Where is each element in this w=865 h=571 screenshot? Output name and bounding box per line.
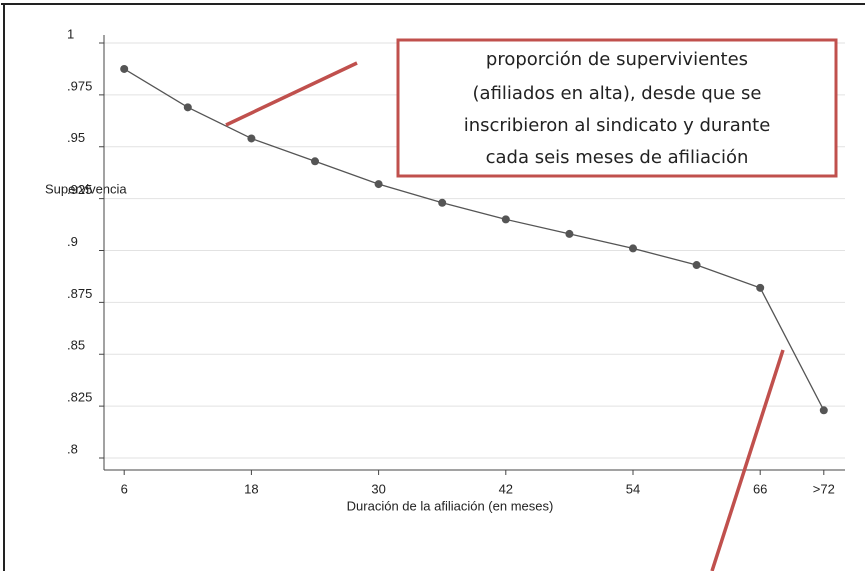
point	[501, 215, 510, 224]
x-tick-label: 54	[626, 481, 640, 496]
series-line	[123, 68, 825, 411]
x-tick-label: 6	[121, 481, 128, 496]
point	[565, 229, 574, 238]
y-tick-label: .925	[67, 182, 92, 197]
y-tick-label: .825	[67, 390, 92, 405]
x-axis-label: Duración de la afiliación (en meses)	[347, 498, 554, 513]
y-tick-label: .975	[67, 78, 92, 93]
y-tick-label: .875	[67, 286, 92, 301]
y-tick-label: .85	[67, 338, 85, 353]
annotation-line: inscribieron al sindicato y durante	[464, 115, 771, 136]
point	[120, 64, 129, 73]
point	[183, 103, 192, 112]
y-tick-label: .9	[67, 234, 78, 249]
point	[438, 198, 447, 207]
point	[374, 180, 383, 189]
x-tick-label: 30	[371, 481, 385, 496]
annotation-line: cada seis meses de afiliación	[486, 147, 749, 168]
x-tick-label: 42	[499, 481, 513, 496]
point	[629, 244, 637, 253]
point	[692, 261, 701, 270]
x-tick-label: 66	[753, 481, 767, 496]
annotation-box	[396, 38, 838, 178]
pointer-line	[710, 349, 785, 571]
point	[756, 283, 765, 292]
x-tick-label: 18	[244, 481, 258, 496]
point	[819, 406, 828, 415]
annotation-line: proporción de supervivientes	[486, 49, 748, 70]
point	[247, 134, 256, 143]
y-axis-label: Supervivencia	[45, 181, 127, 196]
y-tick-label: .95	[67, 130, 85, 145]
x-tick-label: >72	[813, 481, 835, 496]
point	[311, 157, 319, 166]
annotation-line: (afiliados en alta), desde que se	[473, 83, 762, 104]
y-tick-label: 1	[67, 26, 74, 41]
pointer-line	[225, 61, 358, 127]
y-tick-label: .8	[67, 441, 78, 456]
